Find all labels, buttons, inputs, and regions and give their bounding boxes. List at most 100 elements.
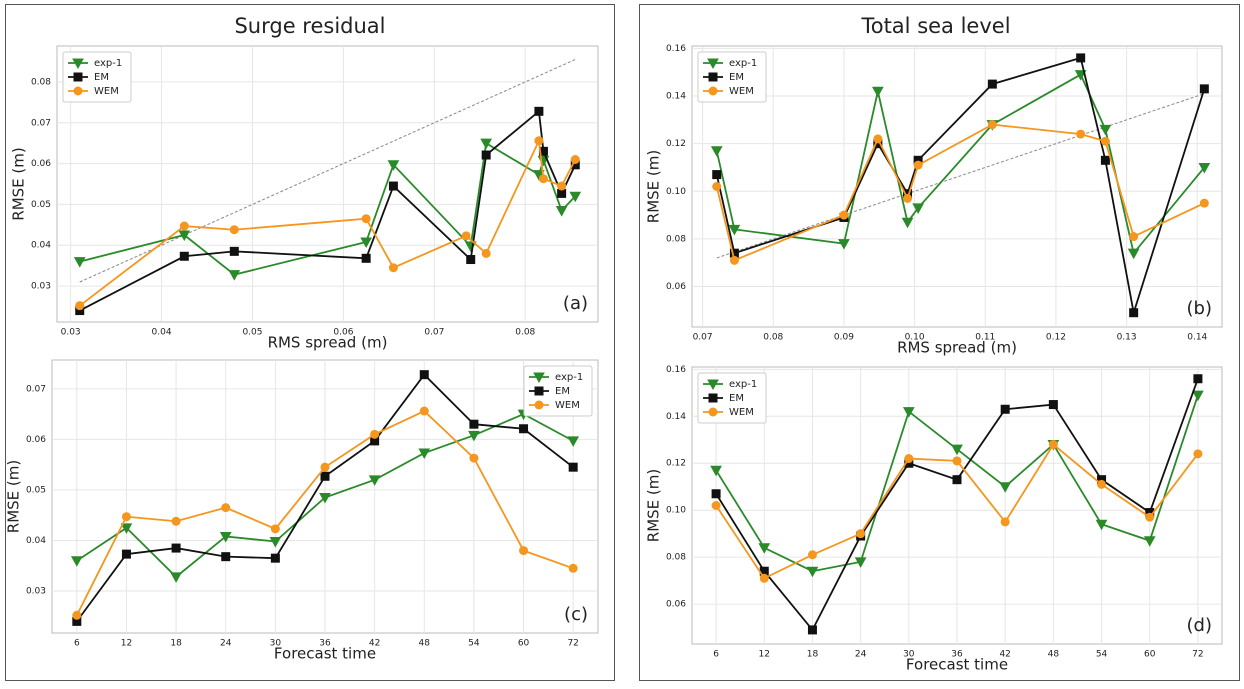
marker: [534, 386, 544, 396]
marker: [360, 237, 372, 249]
marker: [1074, 70, 1087, 81]
x-tick-label: 18: [170, 639, 182, 649]
x-tick-label: 42: [999, 650, 1010, 660]
y-tick-label: 0.03: [26, 587, 46, 597]
marker: [712, 182, 722, 191]
x-axis-label: RMS spread (m): [897, 339, 1017, 357]
x-tick-label: 0.07: [693, 333, 713, 343]
marker: [469, 453, 479, 463]
marker: [466, 255, 476, 265]
marker: [178, 230, 191, 242]
y-tick-label: 0.05: [31, 200, 51, 210]
marker: [913, 160, 923, 170]
x-tick-label: 0.08: [763, 333, 783, 343]
marker: [1048, 400, 1058, 410]
y-tick-label: 0.06: [31, 159, 51, 169]
legend-label: exp-1: [94, 58, 122, 69]
marker: [387, 160, 400, 171]
y-tick-label: 0.12: [666, 139, 686, 149]
marker: [806, 566, 819, 578]
marker: [519, 424, 529, 434]
marker: [1193, 374, 1203, 384]
marker: [70, 556, 83, 567]
legend-label: exp-1: [555, 372, 583, 383]
x-tick-label: 42: [369, 639, 380, 649]
marker: [320, 471, 330, 481]
marker: [838, 239, 850, 250]
x-tick-label: 48: [419, 639, 431, 649]
marker: [710, 465, 722, 477]
marker: [567, 436, 580, 447]
y-tick-label: 0.08: [666, 553, 686, 563]
x-tick-label: 0.08: [515, 328, 535, 338]
marker: [987, 79, 997, 89]
y-tick-label: 0.05: [26, 485, 46, 495]
x-tick-label: 36: [951, 650, 963, 660]
y-axis-label: RMSE (m): [645, 150, 663, 223]
x-tick-label: 48: [1048, 650, 1060, 660]
marker: [534, 400, 544, 410]
marker: [568, 563, 578, 573]
marker: [219, 531, 232, 543]
marker: [902, 407, 915, 418]
marker: [73, 257, 86, 268]
marker: [1199, 198, 1209, 208]
marker: [1198, 162, 1211, 174]
marker: [72, 610, 82, 620]
marker: [710, 146, 723, 157]
x-tick-label: 60: [1144, 650, 1156, 660]
marker: [839, 210, 849, 220]
marker: [72, 58, 84, 70]
marker: [987, 120, 997, 130]
y-tick-label: 0.08: [666, 234, 686, 244]
marker: [952, 475, 962, 485]
y-tick-label: 0.16: [666, 365, 686, 375]
x-axis-label: Forecast time: [274, 645, 376, 663]
marker: [179, 221, 189, 231]
legend-label: exp-1: [729, 379, 757, 390]
y-tick-label: 0.03: [31, 282, 51, 292]
x-tick-label: 0.12: [1046, 333, 1066, 343]
marker: [270, 553, 280, 563]
y-tick-label: 0.06: [26, 435, 46, 445]
marker: [229, 246, 239, 256]
marker: [368, 475, 381, 486]
marker: [121, 549, 131, 559]
marker: [758, 543, 771, 554]
x-tick-label: 18: [807, 650, 819, 660]
y-tick-label: 0.07: [26, 384, 46, 394]
marker: [999, 482, 1012, 493]
marker: [171, 543, 181, 553]
marker: [1099, 124, 1112, 136]
legend-label: EM: [729, 72, 744, 83]
marker: [170, 572, 182, 583]
x-tick-label: 6: [74, 639, 80, 649]
panel-label: (d): [1187, 615, 1212, 636]
x-tick-label: 0.11: [975, 333, 995, 343]
marker: [461, 231, 471, 241]
marker: [728, 224, 741, 236]
marker: [75, 301, 85, 311]
panel-label: (a): [563, 293, 588, 314]
marker: [708, 72, 718, 82]
x-tick-label: 24: [220, 639, 232, 649]
marker: [73, 86, 83, 96]
marker: [557, 181, 567, 191]
x-tick-label: 0.05: [242, 328, 262, 338]
marker: [1192, 390, 1204, 402]
marker: [1048, 439, 1058, 449]
marker: [707, 379, 719, 391]
marker: [708, 407, 718, 417]
marker: [534, 136, 544, 146]
marker: [121, 512, 131, 522]
marker: [221, 552, 231, 562]
marker: [519, 546, 529, 556]
marker: [1127, 248, 1140, 260]
x-tick-label: 0.13: [1117, 333, 1137, 343]
marker: [1129, 308, 1139, 318]
marker: [533, 372, 545, 384]
x-tick-label: 60: [518, 639, 530, 649]
marker: [1097, 479, 1107, 489]
y-tick-label: 0.14: [666, 412, 686, 422]
